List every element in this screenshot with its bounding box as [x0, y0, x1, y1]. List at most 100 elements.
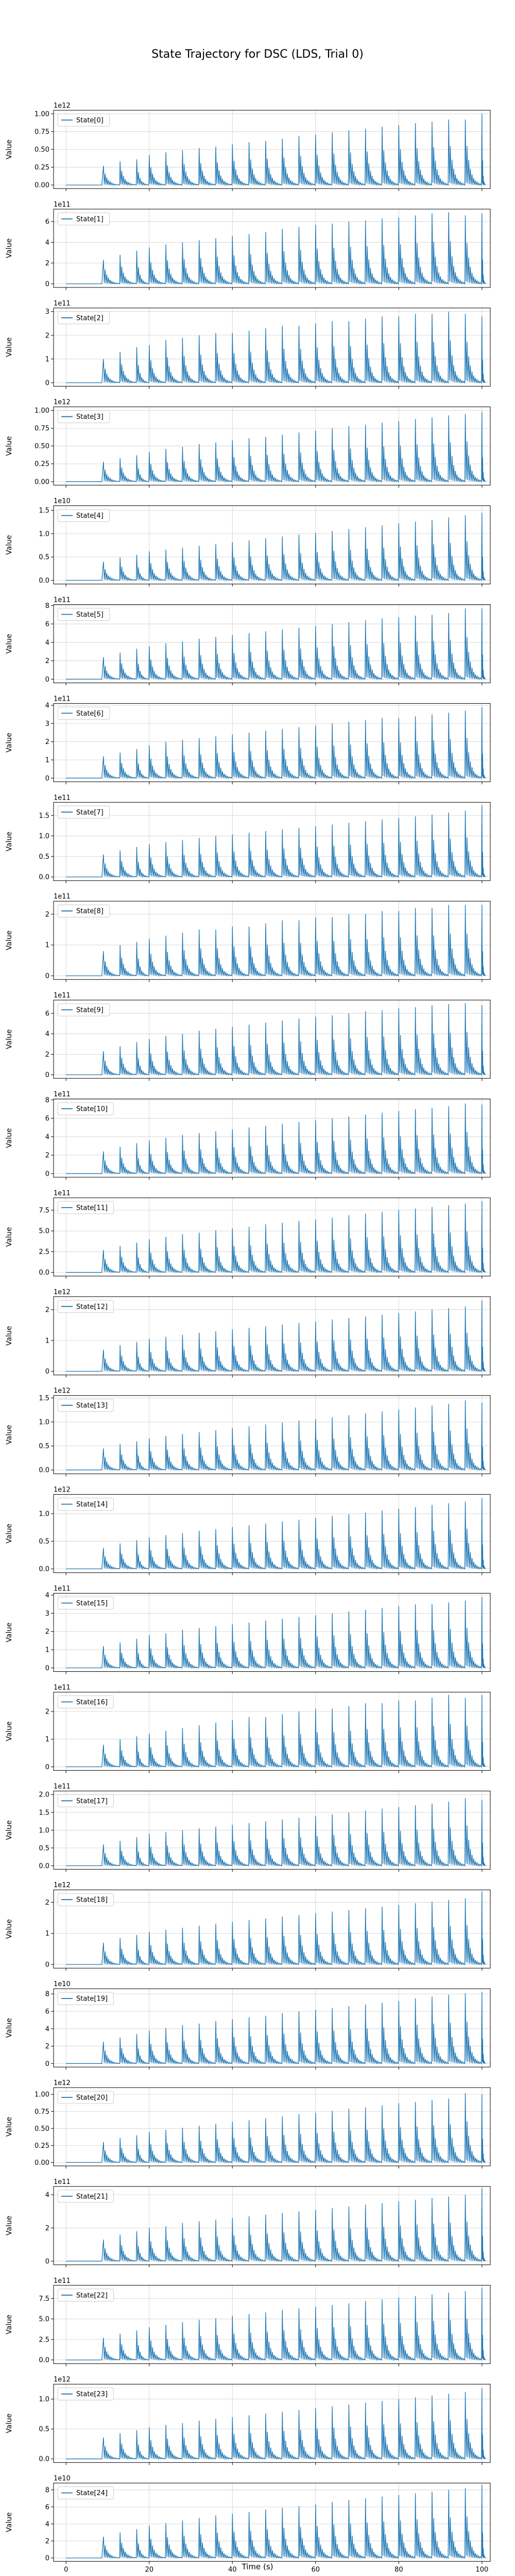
y-axis-label: Value — [5, 2018, 13, 2038]
axes-frame — [53, 308, 491, 387]
axes-frame — [53, 1197, 491, 1277]
grid — [54, 901, 490, 980]
y-tick-label: 0 — [45, 973, 49, 980]
y-offset-label: 1e10 — [54, 498, 71, 505]
series-line — [66, 805, 486, 878]
grid — [54, 406, 490, 485]
y-tick-label: 3 — [45, 720, 49, 728]
legend: State[14] — [57, 1498, 114, 1511]
y-axis-label: Value — [5, 1326, 13, 1346]
series-line — [66, 2388, 486, 2461]
y-offset-label: 1e12 — [54, 2079, 71, 2087]
axes-frame — [53, 703, 491, 782]
legend-label: State[22] — [76, 2292, 108, 2299]
axes-frame — [53, 505, 491, 585]
y-tick-label: 0.5 — [39, 853, 49, 861]
y-tick-label: 1.0 — [39, 1418, 49, 1426]
legend-box — [57, 212, 110, 226]
y-tick-label: 4 — [45, 639, 49, 647]
series-line — [66, 905, 486, 977]
grid — [54, 1494, 490, 1573]
x-axis-label: Time (s) — [242, 2562, 273, 2571]
subplot-11: 0.0 2.5 5.0 7.5 1e11 Value State[11] — [5, 1190, 491, 1279]
y-tick-label: 0.75 — [35, 425, 49, 433]
series-line — [66, 412, 486, 483]
y-axis-label: Value — [5, 1622, 13, 1642]
subplot-6: 0 1 2 3 4 1e11 Value State[6] — [5, 695, 491, 785]
y-tick-label: 2 — [45, 657, 49, 665]
legend-label: State[1] — [76, 215, 104, 223]
grid — [54, 2186, 490, 2265]
legend: State[17] — [57, 1794, 114, 1807]
y-tick-label: 8 — [45, 2486, 49, 2494]
grid — [54, 703, 490, 782]
y-tick-label: 0.0 — [39, 874, 49, 882]
series-line — [66, 311, 486, 384]
legend: State[21] — [57, 2190, 114, 2203]
y-offset-label: 1e11 — [54, 1585, 71, 1593]
y-offset-label: 1e10 — [54, 2475, 71, 2483]
series-line — [66, 608, 486, 681]
y-tick-label: 7.5 — [39, 2295, 49, 2303]
y-offset-label: 1e11 — [54, 2178, 71, 2186]
legend-label: State[18] — [76, 1896, 108, 1904]
series-line — [66, 707, 486, 779]
grid — [54, 1791, 490, 1870]
axes-frame — [53, 604, 491, 683]
legend: State[16] — [57, 1695, 114, 1708]
legend-box — [57, 1201, 114, 1214]
y-tick-label: 0.75 — [35, 2108, 49, 2116]
y-offset-label: 1e10 — [54, 1980, 71, 1988]
legend-box — [57, 1893, 114, 1906]
grid — [54, 1890, 490, 1969]
y-tick-label: 1.0 — [39, 1511, 49, 1518]
subplot-21: 0 2 4 1e11 Value State[21] — [5, 2178, 491, 2267]
y-tick-label: 0.5 — [39, 1538, 49, 1546]
legend-box — [57, 904, 110, 918]
y-axis-label: Value — [5, 832, 13, 851]
subplot-17: 0.0 0.5 1.0 1.5 2.0 1e11 Value State[17] — [5, 1783, 491, 1872]
legend-box — [57, 1399, 114, 1412]
grid — [54, 604, 490, 683]
axes-frame — [53, 1889, 491, 1969]
legend: State[10] — [57, 1102, 114, 1115]
legend: State[8] — [57, 904, 110, 918]
axes-frame — [53, 1395, 491, 1475]
y-tick-label: 0.5 — [39, 1443, 49, 1450]
y-tick-label: 6 — [45, 218, 49, 226]
y-tick-label: 6 — [45, 621, 49, 629]
y-axis-label: Value — [5, 337, 13, 357]
legend: State[12] — [57, 1300, 114, 1313]
legend-label: State[12] — [76, 1303, 108, 1311]
subplot-12: 0 1 2 1e12 Value State[12] — [5, 1289, 491, 1378]
series-line — [66, 1694, 486, 1768]
legend-box — [57, 410, 110, 423]
legend-label: State[11] — [76, 1204, 108, 1212]
y-tick-label: 4 — [45, 1592, 49, 1600]
legend: State[9] — [57, 1003, 110, 1016]
legend: State[11] — [57, 1201, 114, 1214]
y-offset-label: 1e11 — [54, 2277, 71, 2285]
axes-frame — [53, 2384, 491, 2463]
series-line — [66, 513, 486, 582]
legend: State[13] — [57, 1399, 114, 1412]
axes-frame — [53, 1494, 491, 1573]
legend-label: State[8] — [76, 908, 104, 916]
series-line — [66, 1003, 486, 1076]
y-axis-label: Value — [5, 1029, 13, 1049]
axes-frame — [53, 1593, 491, 1672]
y-axis-label: Value — [5, 239, 13, 258]
legend-label: State[13] — [76, 1402, 108, 1410]
y-axis-label: Value — [5, 2512, 13, 2532]
grid — [54, 1593, 490, 1672]
axes-frame — [53, 209, 491, 288]
y-tick-label: 0 — [45, 379, 49, 387]
subplot-4: 0.0 0.5 1.0 1.5 1e10 Value State[4] — [5, 498, 491, 587]
axes-frame — [53, 2285, 491, 2364]
y-tick-label: 0.0 — [39, 2455, 49, 2463]
y-tick-label: 1.0 — [39, 833, 49, 840]
subplot-20: 0.00 0.25 0.50 0.75 1.00 1e12 Value State[20] — [5, 2079, 491, 2168]
y-tick-label: 0.0 — [39, 577, 49, 585]
axes-frame — [53, 999, 491, 1079]
subplot-23: 0.0 0.5 1.0 1e12 Value State[23] — [5, 2376, 491, 2465]
